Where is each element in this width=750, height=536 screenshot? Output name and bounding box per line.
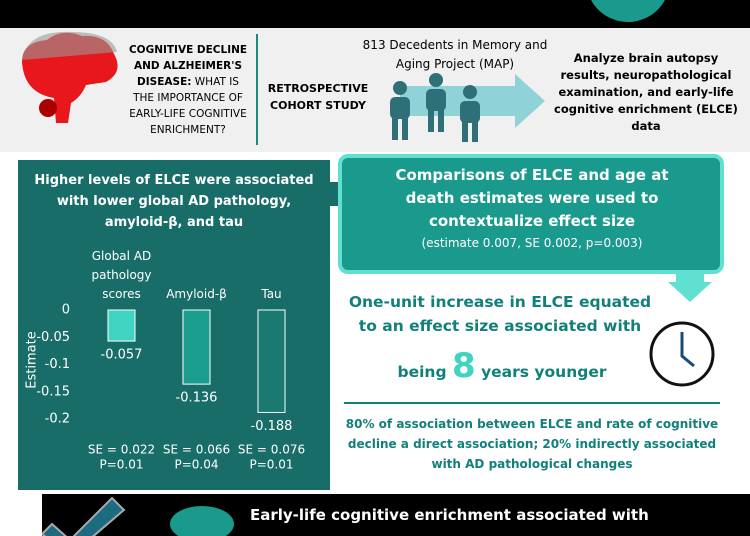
y-tick-label: -0.15 xyxy=(36,384,70,399)
question: COGNITIVE DECLINE AND ALZHEIMER'S DISEAS… xyxy=(128,42,248,138)
note-label: SE = 0.066 xyxy=(163,443,230,457)
effect-text: One-unit increase in ELCE equated to an … xyxy=(348,293,652,335)
question-bold: COGNITIVE DECLINE AND ALZHEIMER'S DISEAS… xyxy=(128,44,248,88)
conclusion: Early-life cognitive enrichment associat… xyxy=(250,506,649,524)
design: RETROSPECTIVE COHORT STUDY xyxy=(267,82,369,112)
analysis: Analyze brain autopsy results, neuropath… xyxy=(554,51,738,133)
sample: 813 Decedents in Memory and Aging Projec… xyxy=(362,38,548,71)
y-axis-label: Estimate xyxy=(25,331,40,388)
comparison-stats: (estimate 0.007, SE 0.002, p=0.003) xyxy=(421,236,643,250)
chart: Estimate 0 -0.05 -0.1 -0.15 -0.2 -0.057 SE = 0.… xyxy=(25,303,306,472)
note-label: P=0.01 xyxy=(249,458,293,472)
effect-before: being xyxy=(397,363,447,381)
bottom-icons xyxy=(42,496,234,536)
brain-top xyxy=(22,31,117,60)
bar xyxy=(257,309,286,413)
intro-icons xyxy=(22,0,672,145)
note-label: SE = 0.022 xyxy=(88,443,155,457)
bottom-band xyxy=(42,494,750,536)
chart-title: Higher levels of ELCE were associated wi… xyxy=(34,173,314,230)
note-label: P=0.01 xyxy=(99,458,143,472)
arrow-down xyxy=(668,270,712,302)
category-label: Global AD pathology scores xyxy=(91,249,152,301)
bar xyxy=(107,309,136,342)
effect-after: years younger xyxy=(481,363,607,381)
value-label: -0.188 xyxy=(251,419,293,434)
value-label: -0.136 xyxy=(176,391,218,406)
people-icon xyxy=(390,73,480,142)
question-rest: WHAT IS THE IMPORTANCE OF EARLY-LIFE COG… xyxy=(129,76,247,136)
bar xyxy=(182,309,211,385)
note-label: P=0.04 xyxy=(174,458,218,472)
separator xyxy=(344,402,720,404)
note-label: SE = 0.076 xyxy=(238,443,305,457)
y-tick-label: 0 xyxy=(62,303,70,318)
comparison-text: Comparisons of ELCE and age at death est… xyxy=(395,166,669,230)
brain-spot xyxy=(39,99,57,117)
mediation: 80% of association between ELCE and rate… xyxy=(345,417,719,471)
effect-number: 8 xyxy=(451,346,476,386)
intro-panel xyxy=(0,28,750,152)
clock-icon xyxy=(649,321,715,387)
logo-circle xyxy=(584,0,672,28)
y-tick-label: -0.1 xyxy=(45,357,70,372)
y-tick-label: -0.05 xyxy=(36,330,70,345)
value-label: -0.057 xyxy=(101,348,143,363)
effect-line: being 8 years younger xyxy=(372,346,632,386)
y-tick-label: -0.2 xyxy=(45,412,70,427)
category-label: Amyloid-β xyxy=(166,287,227,301)
comparison-box xyxy=(338,154,724,274)
category-label: Tau xyxy=(261,287,282,301)
chart-panel: Higher levels of ELCE were associated wi… xyxy=(18,160,330,490)
